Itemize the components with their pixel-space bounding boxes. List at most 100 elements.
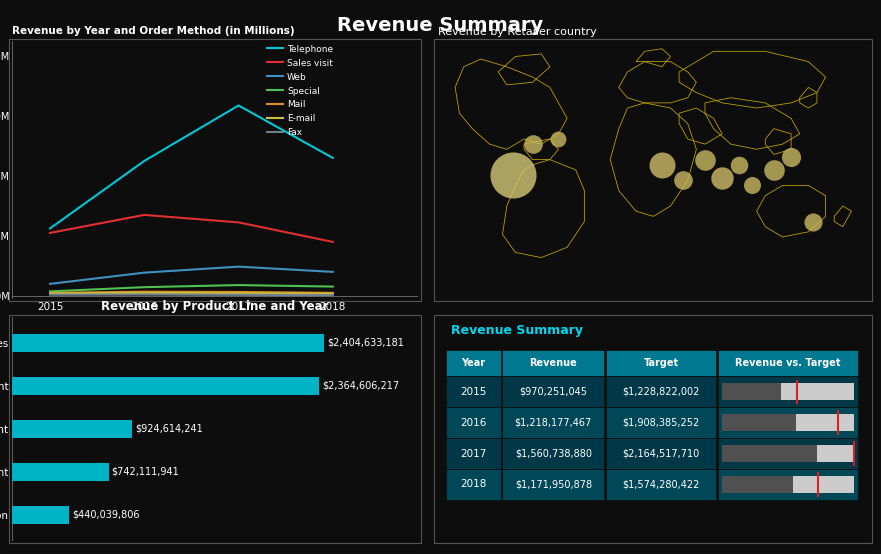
Text: Year: Year <box>462 358 485 368</box>
FancyBboxPatch shape <box>606 469 716 500</box>
Text: $2,164,517,710: $2,164,517,710 <box>622 449 700 459</box>
Text: Revenue Summary: Revenue Summary <box>451 324 583 337</box>
Text: 2018: 2018 <box>461 479 487 489</box>
Text: $440,039,806: $440,039,806 <box>72 510 140 520</box>
Text: Revenue by Year and Order Method (in Millions): Revenue by Year and Order Method (in Mil… <box>12 26 295 36</box>
Special <box>139 284 150 290</box>
Text: $1,171,950,878: $1,171,950,878 <box>515 479 592 489</box>
FancyBboxPatch shape <box>606 376 716 407</box>
Text: $1,228,822,002: $1,228,822,002 <box>622 387 700 397</box>
FancyBboxPatch shape <box>502 407 604 438</box>
Point <box>784 152 798 161</box>
Text: $1,574,280,422: $1,574,280,422 <box>622 479 700 489</box>
Special <box>233 282 244 289</box>
FancyBboxPatch shape <box>718 376 858 407</box>
FancyBboxPatch shape <box>722 445 817 462</box>
Mail <box>328 290 338 296</box>
Point <box>507 171 521 179</box>
Telephone <box>45 225 56 232</box>
Special <box>328 283 338 290</box>
FancyBboxPatch shape <box>447 438 500 469</box>
FancyBboxPatch shape <box>718 469 858 500</box>
Title: Revenue by Product Line and Year: Revenue by Product Line and Year <box>101 300 329 313</box>
Text: Revenue Summary: Revenue Summary <box>337 16 544 34</box>
FancyBboxPatch shape <box>718 350 858 376</box>
Text: $1,908,385,252: $1,908,385,252 <box>622 418 700 428</box>
Point <box>552 135 566 143</box>
Sales visit <box>233 219 244 225</box>
Web <box>139 269 150 276</box>
Fax <box>328 292 338 299</box>
Sales visit <box>45 229 56 236</box>
Bar <box>12 506 70 524</box>
FancyBboxPatch shape <box>502 350 604 376</box>
Point <box>655 160 669 169</box>
Mail <box>139 288 150 295</box>
FancyBboxPatch shape <box>722 414 854 431</box>
Fax <box>139 291 150 298</box>
FancyBboxPatch shape <box>718 438 858 469</box>
Special <box>45 288 56 295</box>
FancyBboxPatch shape <box>718 407 858 438</box>
FancyBboxPatch shape <box>722 383 854 401</box>
FancyBboxPatch shape <box>722 445 854 462</box>
Text: $2,364,606,217: $2,364,606,217 <box>322 381 399 391</box>
Mail <box>45 290 56 296</box>
Point <box>677 176 691 184</box>
E-mail <box>45 290 56 297</box>
FancyBboxPatch shape <box>722 414 796 431</box>
Web <box>45 280 56 287</box>
Fax <box>45 291 56 298</box>
FancyBboxPatch shape <box>722 383 781 401</box>
FancyBboxPatch shape <box>447 407 500 438</box>
E-mail <box>233 290 244 296</box>
Telephone <box>139 157 150 164</box>
Line: Special: Special <box>50 285 333 291</box>
Point <box>805 217 819 226</box>
Bar <box>12 420 132 438</box>
Text: $2,404,633,181: $2,404,633,181 <box>327 338 404 348</box>
Web <box>233 263 244 270</box>
E-mail <box>139 290 150 296</box>
Point <box>732 160 746 169</box>
Text: Target: Target <box>643 358 678 368</box>
Text: 2015: 2015 <box>461 387 487 397</box>
Web <box>328 269 338 275</box>
Text: 2017: 2017 <box>461 449 487 459</box>
Text: $1,218,177,467: $1,218,177,467 <box>515 418 592 428</box>
FancyBboxPatch shape <box>502 376 604 407</box>
Sales visit <box>328 239 338 245</box>
Point <box>766 166 781 175</box>
Text: Revenue by Retailer country: Revenue by Retailer country <box>438 28 596 38</box>
FancyBboxPatch shape <box>502 438 604 469</box>
Text: Revenue vs. Target: Revenue vs. Target <box>736 358 840 368</box>
Telephone <box>328 155 338 161</box>
FancyBboxPatch shape <box>447 469 500 500</box>
Bar <box>12 334 324 352</box>
Line: Telephone: Telephone <box>50 105 333 228</box>
FancyBboxPatch shape <box>447 376 500 407</box>
Line: Sales visit: Sales visit <box>50 215 333 242</box>
E-mail <box>328 291 338 297</box>
Text: $1,560,738,880: $1,560,738,880 <box>515 449 592 459</box>
FancyBboxPatch shape <box>606 350 716 376</box>
FancyBboxPatch shape <box>502 469 604 500</box>
Bar <box>12 463 108 481</box>
FancyBboxPatch shape <box>447 350 500 376</box>
Bar <box>12 377 319 395</box>
FancyBboxPatch shape <box>606 438 716 469</box>
Sales visit <box>139 212 150 218</box>
Point <box>745 181 759 190</box>
Text: $742,111,941: $742,111,941 <box>112 467 180 477</box>
Line: Web: Web <box>50 266 333 284</box>
Telephone <box>233 102 244 109</box>
Line: Mail: Mail <box>50 291 333 293</box>
Text: 2016: 2016 <box>461 418 487 428</box>
Text: $924,614,241: $924,614,241 <box>136 424 204 434</box>
Fax <box>233 291 244 298</box>
Text: Revenue: Revenue <box>529 358 577 368</box>
Point <box>698 155 712 164</box>
FancyBboxPatch shape <box>722 476 854 493</box>
FancyBboxPatch shape <box>606 407 716 438</box>
Line: E-mail: E-mail <box>50 293 333 294</box>
